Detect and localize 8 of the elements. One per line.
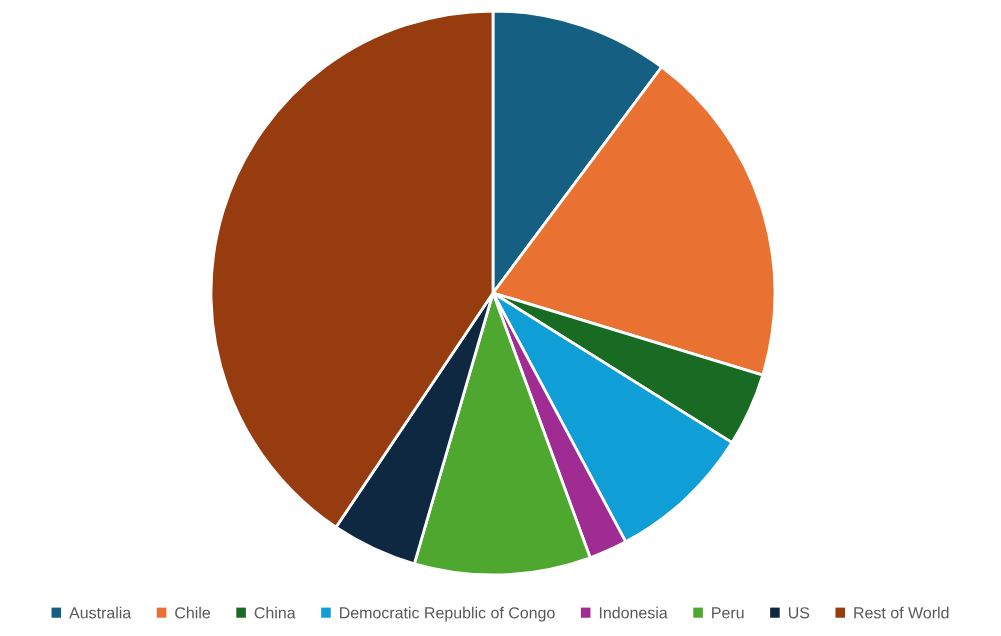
legend-label: Democratic Republic of Congo — [340, 606, 555, 622]
legend-label: Peru — [712, 607, 744, 619]
legend-label: China — [254, 606, 296, 619]
legend-label: US — [788, 607, 810, 619]
legend-label: Rest of World — [854, 606, 949, 619]
legend-label: Indonesia — [599, 606, 668, 619]
legend-label: Australia — [69, 606, 132, 619]
legend-label: Chile — [175, 606, 211, 619]
